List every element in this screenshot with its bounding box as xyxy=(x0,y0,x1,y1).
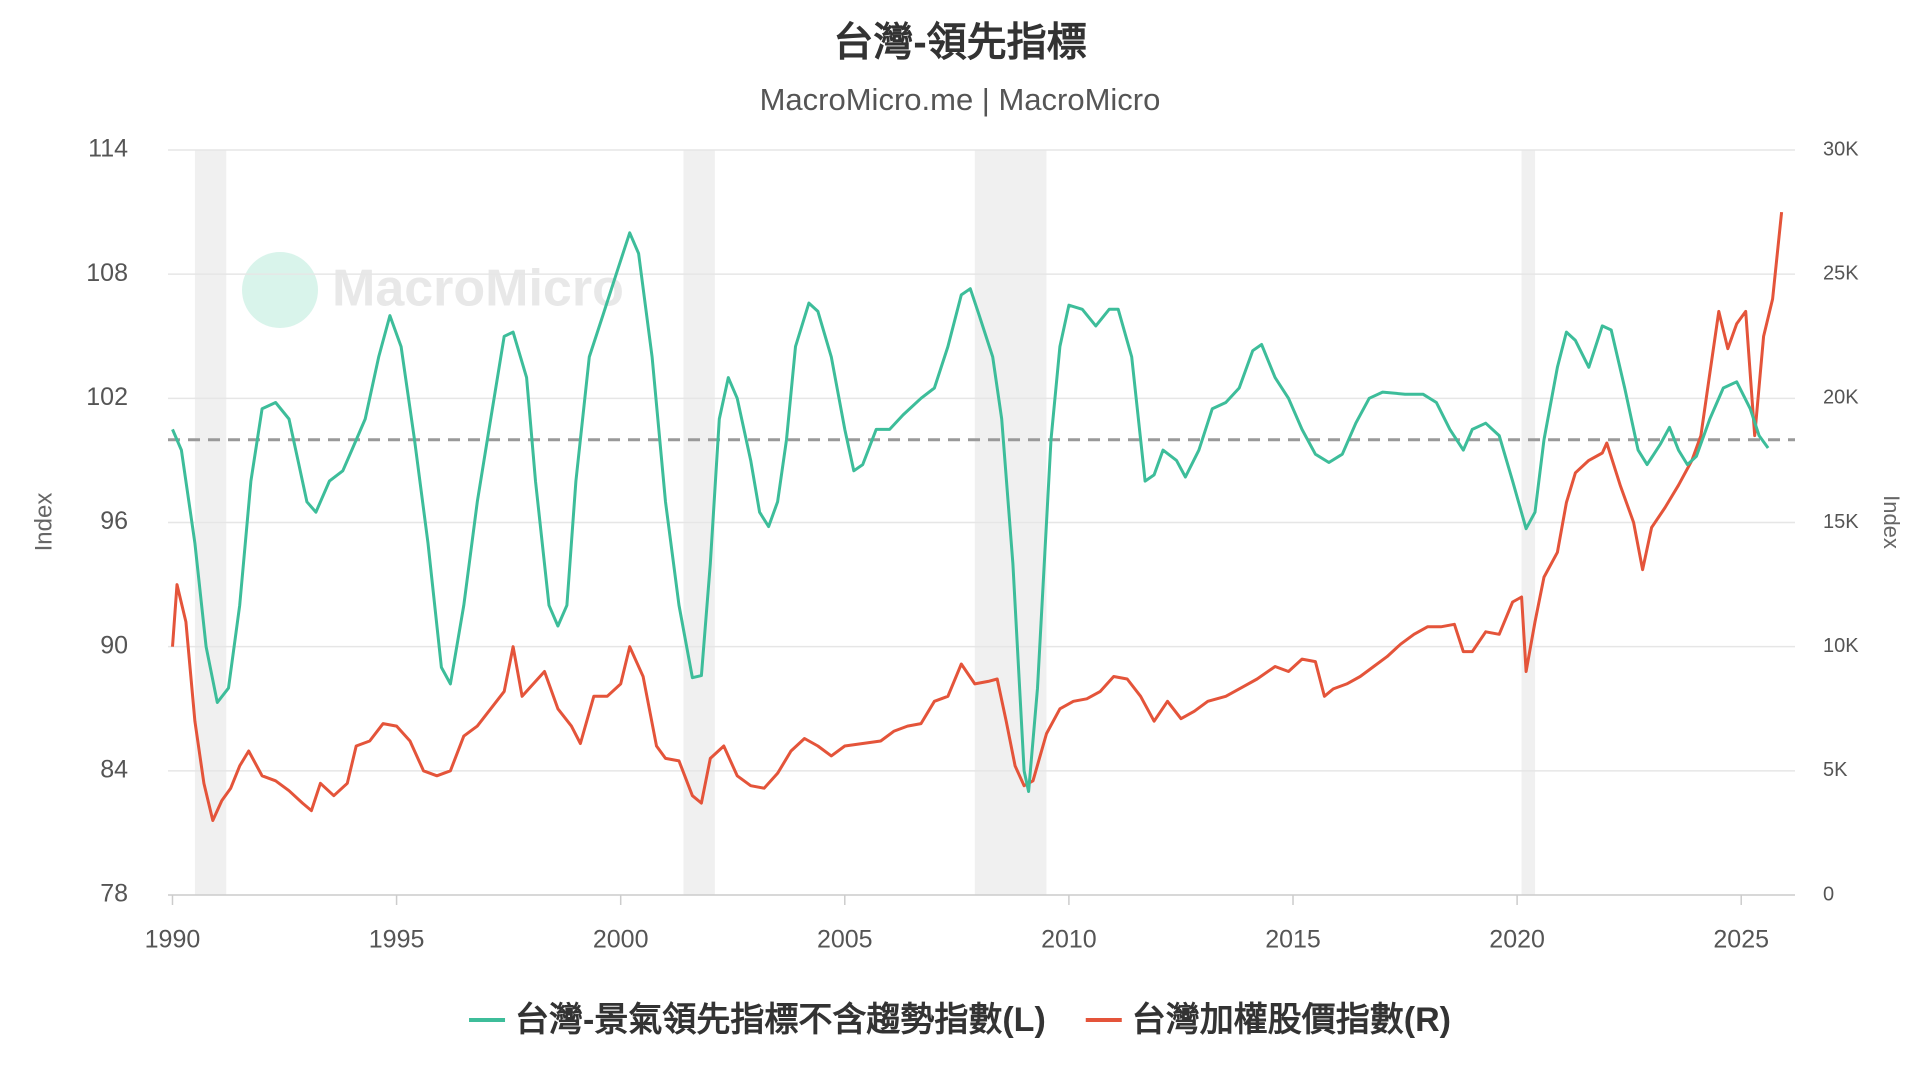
watermark-icon xyxy=(242,252,318,328)
x-tick-label: 2015 xyxy=(1265,926,1321,954)
x-tick-label: 1995 xyxy=(369,926,425,954)
x-tick-label: 2020 xyxy=(1489,926,1545,954)
x-tick-label: 2005 xyxy=(817,926,873,954)
watermark: MacroMicro xyxy=(332,260,624,318)
y2-tick-label: 30K xyxy=(1823,138,1859,160)
legend-label: 台灣加權股價指數(R) xyxy=(1132,1001,1451,1039)
y-tick-label: 108 xyxy=(86,259,128,287)
x-tick-label: 2025 xyxy=(1713,926,1769,954)
y2-tick-label: 5K xyxy=(1823,759,1848,781)
y-tick-label: 78 xyxy=(100,880,128,908)
y2-tick-label: 15K xyxy=(1823,511,1859,533)
x-tick-label: 2000 xyxy=(593,926,649,954)
y2-axis-label: Index xyxy=(1879,495,1904,549)
y-tick-label: 114 xyxy=(88,135,128,163)
chart-subtitle: MacroMicro.me | MacroMicro xyxy=(760,82,1161,117)
legend-item: 台灣-景氣領先指標不含趨勢指數(L) xyxy=(469,1000,1046,1039)
data-line xyxy=(171,211,1784,822)
y2-tick-label: 25K xyxy=(1823,262,1859,284)
y-tick-label: 84 xyxy=(100,755,128,783)
legend-label: 台灣-景氣領先指標不含趨勢指數(L) xyxy=(515,1000,1046,1039)
data-line xyxy=(171,231,1770,793)
y-tick-label: 102 xyxy=(86,383,128,411)
y2-tick-label: 0 xyxy=(1823,883,1834,905)
x-tick-label: 2010 xyxy=(1041,926,1097,954)
y2-tick-label: 10K xyxy=(1823,635,1859,657)
legend-item: 台灣加權股價指數(R) xyxy=(1085,1001,1451,1039)
chart-title: 台灣-領先指標 xyxy=(833,20,1086,65)
x-tick-label: 1990 xyxy=(145,926,201,954)
y-tick-label: 96 xyxy=(100,507,128,535)
y-tick-label: 90 xyxy=(100,631,128,659)
y2-tick-label: 20K xyxy=(1823,387,1859,409)
y-axis-label: Index xyxy=(30,493,57,552)
